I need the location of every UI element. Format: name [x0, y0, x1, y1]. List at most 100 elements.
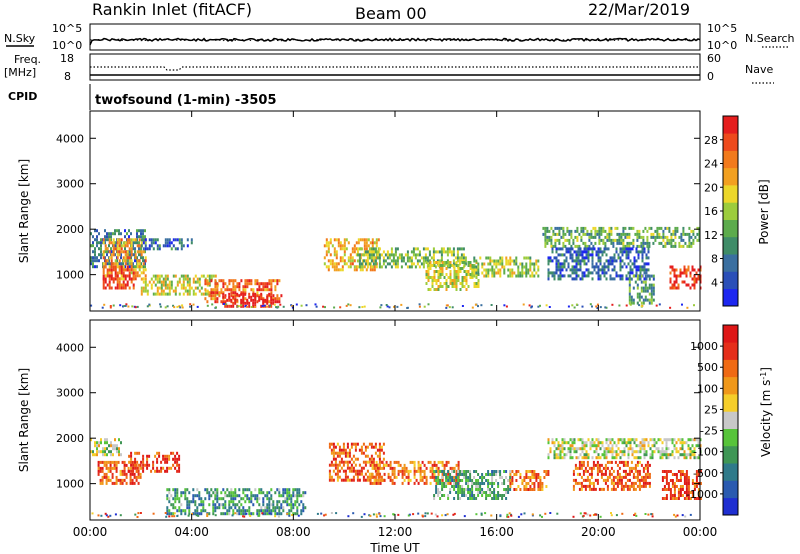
power-cell	[565, 259, 568, 263]
power-cell	[607, 247, 610, 251]
power-cell	[597, 268, 600, 272]
power-cell	[116, 262, 119, 266]
velocity-cell	[525, 476, 528, 479]
velocity-cell	[342, 445, 345, 449]
velocity-cell	[649, 453, 652, 457]
power-cell	[583, 250, 586, 254]
velocity-cell	[260, 506, 263, 510]
power-cell	[369, 265, 372, 269]
power-cell	[557, 277, 560, 281]
velocity-cell	[266, 491, 269, 495]
velocity-cell	[587, 456, 590, 460]
power-cell	[412, 253, 415, 257]
power-cell	[601, 253, 604, 257]
power-cell	[108, 235, 110, 239]
velocity-cell	[244, 488, 247, 492]
power-cell	[632, 274, 635, 278]
x-tick-label: 20:00	[581, 525, 616, 539]
velocity-cell	[641, 444, 644, 448]
velocity-cell	[605, 453, 608, 457]
power-cell	[427, 303, 430, 306]
power-cell	[132, 247, 134, 251]
power-cell	[598, 226, 601, 230]
power-cell	[627, 277, 630, 281]
power-cell	[519, 271, 522, 275]
velocity-cell	[590, 475, 593, 479]
power-cell	[674, 229, 677, 233]
power-cell	[439, 270, 442, 273]
power-cell	[632, 244, 635, 248]
velocity-cell	[258, 488, 261, 492]
power-cell	[116, 238, 119, 242]
velocity-cell	[489, 494, 492, 497]
power-cell	[462, 247, 465, 251]
velocity-cell	[421, 469, 424, 473]
velocity-cell	[170, 451, 173, 455]
power-cell	[102, 277, 105, 281]
velocity-cell	[433, 494, 436, 497]
velocity-cell	[338, 469, 341, 473]
power-cell	[546, 229, 549, 233]
power-cell	[558, 229, 561, 233]
velocity-cell	[99, 466, 102, 470]
power-cell	[104, 235, 106, 239]
power-cell	[652, 289, 655, 293]
power-cell	[176, 283, 179, 287]
power-cell	[571, 277, 574, 281]
velocity-cell	[132, 469, 135, 473]
power-cell	[146, 292, 149, 296]
velocity-cell	[264, 512, 267, 516]
power-cell	[557, 253, 560, 257]
power-cell	[613, 253, 616, 257]
power-cell	[425, 270, 428, 273]
power-cell	[108, 286, 111, 290]
power-cell	[619, 256, 622, 260]
velocity-cell	[527, 488, 530, 491]
velocity-cell	[419, 463, 422, 467]
power-cell	[370, 247, 373, 251]
velocity-cell	[401, 481, 404, 485]
power-cell	[457, 273, 460, 276]
power-cell	[465, 273, 468, 276]
velocity-cell	[635, 514, 638, 517]
velocity-cell	[591, 438, 594, 442]
power-cell	[385, 304, 388, 306]
velocity-cell	[636, 469, 639, 473]
velocity-cell	[630, 484, 633, 488]
velocity-cell	[491, 491, 494, 494]
power-cell	[189, 303, 192, 306]
velocity-cell	[642, 475, 645, 479]
power-cell	[168, 286, 171, 290]
velocity-cell	[648, 463, 651, 467]
velocity-cell	[653, 438, 656, 442]
power-cell	[529, 274, 532, 278]
power-cell	[120, 286, 123, 290]
velocity-cell	[481, 473, 484, 476]
power-cell	[96, 244, 98, 248]
velocity-cell	[606, 466, 609, 470]
velocity-cell	[340, 460, 343, 464]
velocity-cell	[129, 460, 132, 464]
power-cell	[474, 303, 477, 306]
power-cell	[588, 244, 591, 248]
velocity-cell	[182, 491, 185, 495]
velocity-cell	[216, 494, 219, 498]
power-cell	[144, 274, 147, 278]
velocity-cell	[457, 476, 460, 479]
power-cell	[250, 295, 253, 299]
velocity-cell	[294, 503, 297, 507]
power-cell	[124, 286, 127, 290]
velocity-cell	[489, 491, 492, 494]
velocity-cell	[186, 500, 189, 504]
power-cell	[325, 244, 328, 248]
velocity-cell	[555, 453, 558, 457]
power-cell	[682, 226, 685, 230]
power-cell	[642, 286, 645, 290]
velocity-cell	[338, 445, 341, 449]
power-cell	[605, 271, 608, 275]
velocity-cell	[515, 488, 518, 491]
velocity-cell	[245, 512, 248, 515]
velocity-cell	[651, 515, 654, 518]
velocity-cell	[629, 447, 632, 451]
velocity-cell	[376, 448, 379, 452]
